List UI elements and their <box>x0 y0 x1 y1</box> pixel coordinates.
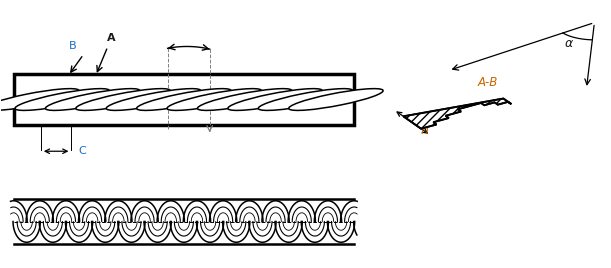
Ellipse shape <box>131 94 176 105</box>
Ellipse shape <box>100 94 145 105</box>
Ellipse shape <box>111 97 135 102</box>
Ellipse shape <box>0 89 79 110</box>
Text: B: B <box>69 41 76 51</box>
Ellipse shape <box>120 92 188 107</box>
Ellipse shape <box>252 94 298 105</box>
Ellipse shape <box>294 97 317 102</box>
Ellipse shape <box>192 94 237 105</box>
Ellipse shape <box>302 92 370 107</box>
Ellipse shape <box>40 94 85 105</box>
Ellipse shape <box>258 89 353 110</box>
Ellipse shape <box>271 92 340 107</box>
Ellipse shape <box>172 97 196 102</box>
Ellipse shape <box>180 92 248 107</box>
Ellipse shape <box>45 89 140 110</box>
Ellipse shape <box>9 94 54 105</box>
Text: α: α <box>565 37 573 50</box>
Ellipse shape <box>70 94 115 105</box>
Ellipse shape <box>142 97 165 102</box>
Text: A-B: A-B <box>478 76 498 89</box>
Ellipse shape <box>313 94 359 105</box>
Ellipse shape <box>20 97 43 102</box>
Ellipse shape <box>137 89 231 110</box>
Ellipse shape <box>89 92 157 107</box>
Ellipse shape <box>197 89 292 110</box>
Bar <box>13 74 354 125</box>
Ellipse shape <box>51 97 74 102</box>
Ellipse shape <box>241 92 309 107</box>
Ellipse shape <box>228 89 322 110</box>
Ellipse shape <box>28 92 96 107</box>
Ellipse shape <box>283 94 328 105</box>
Ellipse shape <box>59 92 126 107</box>
Ellipse shape <box>0 92 66 107</box>
Ellipse shape <box>161 94 207 105</box>
Text: h: h <box>420 124 428 137</box>
Ellipse shape <box>167 89 262 110</box>
Ellipse shape <box>150 92 218 107</box>
Polygon shape <box>403 99 511 129</box>
Text: A: A <box>106 33 115 43</box>
Ellipse shape <box>222 94 268 105</box>
Ellipse shape <box>263 97 287 102</box>
Ellipse shape <box>81 97 104 102</box>
Ellipse shape <box>106 89 200 110</box>
Text: C: C <box>79 146 86 156</box>
Ellipse shape <box>211 92 279 107</box>
Ellipse shape <box>15 89 109 110</box>
Ellipse shape <box>324 97 348 102</box>
Ellipse shape <box>233 97 257 102</box>
Ellipse shape <box>76 89 170 110</box>
Ellipse shape <box>289 89 383 110</box>
Ellipse shape <box>202 97 226 102</box>
